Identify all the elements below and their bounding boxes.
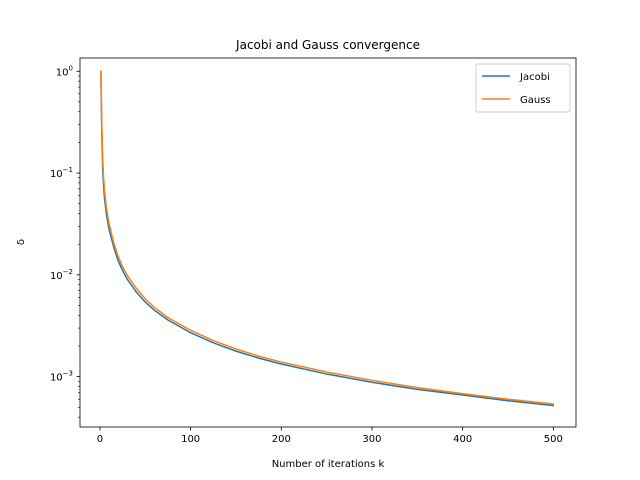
y-tick-label: 10−2 bbox=[50, 268, 73, 282]
y-axis-label: δ bbox=[16, 239, 27, 245]
x-axis-label: Number of iterations k bbox=[272, 459, 385, 470]
x-tick-label: 100 bbox=[181, 434, 200, 445]
plot-frame bbox=[79, 57, 577, 428]
chart-title: Jacobi and Gauss convergence bbox=[235, 38, 420, 52]
y-tick-label: 100 bbox=[56, 64, 73, 78]
legend-label-gauss: Gauss bbox=[520, 95, 551, 106]
x-tick-label: 500 bbox=[544, 434, 563, 445]
x-tick-label: 300 bbox=[362, 434, 381, 445]
y-tick-label: 10−1 bbox=[50, 166, 73, 180]
x-tick-label: 200 bbox=[272, 434, 291, 445]
legend: Jacobi Gauss bbox=[475, 63, 571, 113]
y-tick-label: 10−3 bbox=[50, 370, 73, 384]
x-tick-label: 0 bbox=[97, 434, 103, 445]
series-line-jacobi bbox=[100, 70, 555, 407]
plot-area bbox=[100, 70, 555, 407]
series-line-gauss bbox=[100, 70, 555, 405]
legend-label-jacobi: Jacobi bbox=[519, 72, 550, 83]
x-tick-label: 400 bbox=[453, 434, 472, 445]
